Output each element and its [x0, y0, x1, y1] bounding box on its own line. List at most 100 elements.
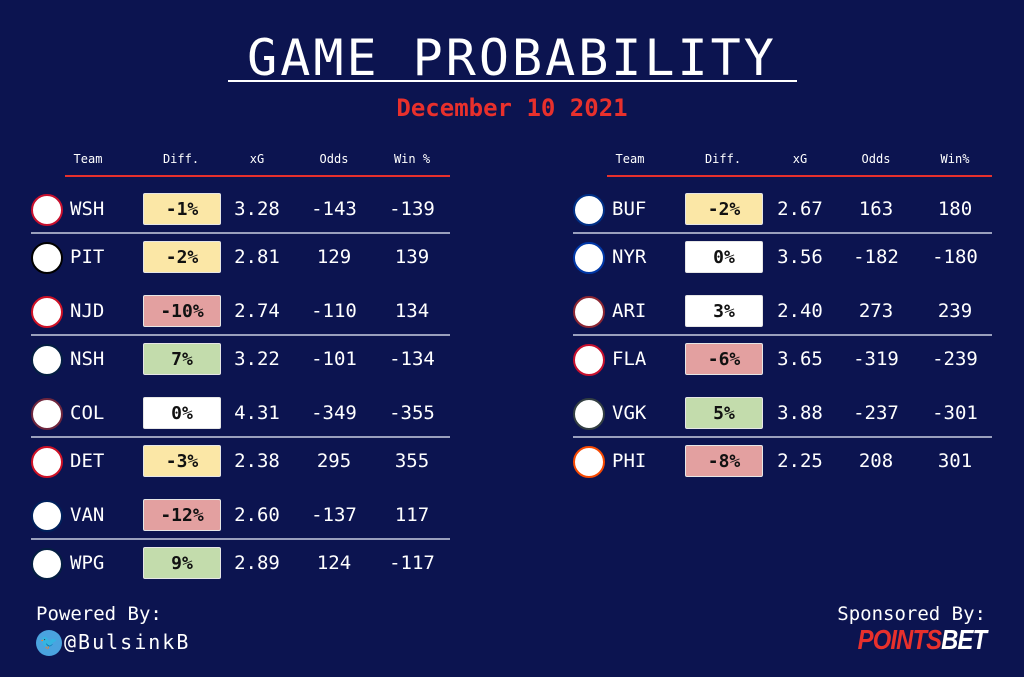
- row-divider: [31, 436, 450, 438]
- table-row: PHI -8% 2.25 208 301: [573, 442, 992, 482]
- diff-badge: -6%: [685, 343, 763, 375]
- odds-value: 124: [316, 552, 352, 574]
- team-abbr: PIT: [70, 246, 105, 268]
- win-pct-value: -139: [389, 198, 435, 220]
- odds-value: -182: [853, 246, 899, 268]
- team-logo-icon: [573, 296, 605, 328]
- win-pct-value: -301: [932, 402, 978, 424]
- team-abbr: VGK: [612, 402, 647, 424]
- column-header: xG: [249, 152, 265, 166]
- xg-value: 3.56: [777, 246, 823, 268]
- diff-badge: -8%: [685, 445, 763, 477]
- team-logo-icon: [31, 194, 63, 226]
- xg-value: 2.74: [234, 300, 280, 322]
- odds-value: -137: [311, 504, 357, 526]
- team-abbr: ARI: [612, 300, 647, 322]
- team-abbr: FLA: [612, 348, 647, 370]
- diff-badge: -2%: [685, 193, 763, 225]
- odds-value: 129: [316, 246, 352, 268]
- diff-badge: -2%: [143, 241, 221, 273]
- table-row: COL 0% 4.31 -349 -355: [31, 394, 450, 434]
- diff-badge: 0%: [143, 397, 221, 429]
- win-pct-value: -239: [932, 348, 978, 370]
- powered-by-label: Powered By:: [36, 603, 162, 625]
- odds-value: -349: [311, 402, 357, 424]
- column-header: Team: [615, 152, 645, 166]
- diff-badge: -3%: [143, 445, 221, 477]
- title-underline: [228, 80, 797, 82]
- column-header: Diff.: [162, 152, 200, 166]
- xg-value: 3.22: [234, 348, 280, 370]
- win-pct-value: 355: [394, 450, 430, 472]
- xg-value: 2.67: [777, 198, 823, 220]
- team-logo-icon: [31, 446, 63, 478]
- win-pct-value: 301: [937, 450, 973, 472]
- page-title: GAME PROBABILITY: [247, 29, 777, 87]
- team-logo-icon: [31, 548, 63, 580]
- win-pct-value: 134: [394, 300, 430, 322]
- pointsbet-logo: POINTSBET: [857, 624, 986, 656]
- diff-badge: 7%: [143, 343, 221, 375]
- logo-part: POINTS: [857, 624, 941, 655]
- win-pct-value: -134: [389, 348, 435, 370]
- odds-value: -237: [853, 402, 899, 424]
- xg-value: 4.31: [234, 402, 280, 424]
- column-header: Win%: [940, 152, 970, 166]
- table-row: VAN -12% 2.60 -137 117: [31, 496, 450, 536]
- column-header: xG: [792, 152, 808, 166]
- xg-value: 2.60: [234, 504, 280, 526]
- sponsored-by-label: Sponsored By:: [837, 603, 986, 625]
- odds-value: 208: [858, 450, 894, 472]
- table-row: NYR 0% 3.56 -182 -180: [573, 238, 992, 278]
- win-pct-value: 239: [937, 300, 973, 322]
- win-pct-value: -355: [389, 402, 435, 424]
- row-divider: [31, 232, 450, 234]
- row-divider: [573, 334, 992, 336]
- column-header: Team: [73, 152, 103, 166]
- row-divider: [573, 436, 992, 438]
- team-abbr: NYR: [612, 246, 647, 268]
- diff-badge: -12%: [143, 499, 221, 531]
- xg-value: 2.25: [777, 450, 823, 472]
- xg-value: 3.28: [234, 198, 280, 220]
- table-row: WSH -1% 3.28 -143 -139: [31, 190, 450, 230]
- diff-badge: -1%: [143, 193, 221, 225]
- team-logo-icon: [573, 398, 605, 430]
- date-subtitle: December 10 2021: [396, 94, 628, 122]
- row-divider: [573, 232, 992, 234]
- xg-value: 3.88: [777, 402, 823, 424]
- table-row: NSH 7% 3.22 -101 -134: [31, 340, 450, 380]
- row-divider: [31, 334, 450, 336]
- team-abbr: COL: [70, 402, 105, 424]
- header-divider: [65, 175, 450, 177]
- team-logo-icon: [31, 344, 63, 376]
- column-header: Diff.: [704, 152, 742, 166]
- team-abbr: VAN: [70, 504, 105, 526]
- odds-value: -110: [311, 300, 357, 322]
- win-pct-value: 180: [937, 198, 973, 220]
- win-pct-value: 139: [394, 246, 430, 268]
- team-abbr: WPG: [70, 552, 105, 574]
- diff-badge: 9%: [143, 547, 221, 579]
- table-row: PIT -2% 2.81 129 139: [31, 238, 450, 278]
- diff-badge: 5%: [685, 397, 763, 429]
- team-abbr: BUF: [612, 198, 647, 220]
- column-header: Odds: [861, 152, 891, 166]
- twitter-handle: @BulsinkB: [64, 630, 191, 654]
- xg-value: 3.65: [777, 348, 823, 370]
- win-pct-value: 117: [394, 504, 430, 526]
- team-abbr: WSH: [70, 198, 105, 220]
- table-row: VGK 5% 3.88 -237 -301: [573, 394, 992, 434]
- column-header: Odds: [319, 152, 349, 166]
- team-abbr: NJD: [70, 300, 105, 322]
- team-logo-icon: [573, 344, 605, 376]
- xg-value: 2.89: [234, 552, 280, 574]
- column-header: Win %: [393, 152, 431, 166]
- team-logo-icon: [573, 446, 605, 478]
- team-abbr: PHI: [612, 450, 647, 472]
- team-logo-icon: [573, 194, 605, 226]
- diff-badge: 3%: [685, 295, 763, 327]
- team-logo-icon: [31, 242, 63, 274]
- table-row: NJD -10% 2.74 -110 134: [31, 292, 450, 332]
- win-pct-value: -180: [932, 246, 978, 268]
